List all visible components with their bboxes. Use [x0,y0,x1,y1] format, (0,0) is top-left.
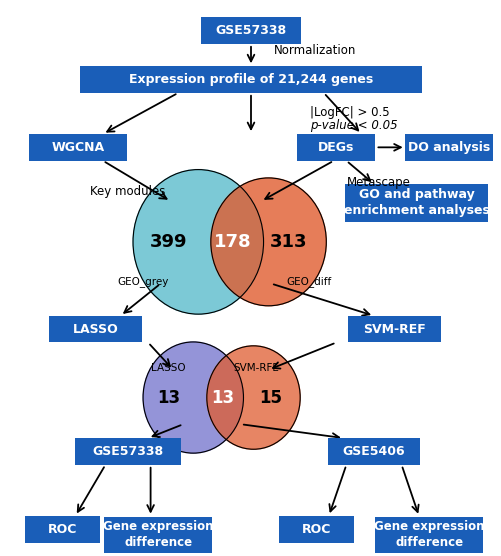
Text: ROC: ROC [48,523,77,536]
Text: Metascape: Metascape [346,176,409,189]
Text: 13: 13 [157,389,180,406]
Text: 13: 13 [210,389,233,406]
Text: SVM-REF: SVM-REF [362,322,425,336]
Text: 313: 313 [270,233,307,251]
Text: Expression profile of 21,244 genes: Expression profile of 21,244 genes [129,73,372,86]
FancyBboxPatch shape [405,134,492,161]
Text: Gene expression
difference: Gene expression difference [103,520,213,549]
FancyBboxPatch shape [278,516,353,543]
Text: LASSO: LASSO [72,322,118,336]
FancyBboxPatch shape [375,517,482,553]
Text: Key modules: Key modules [90,185,165,198]
Text: GSE57338: GSE57338 [92,445,163,458]
FancyBboxPatch shape [49,316,141,342]
Text: LASSO: LASSO [151,363,185,373]
FancyBboxPatch shape [347,316,440,342]
Text: 178: 178 [213,233,250,251]
Text: ROC: ROC [301,523,330,536]
FancyBboxPatch shape [345,184,487,222]
Text: GO and pathway
enrichment analyses: GO and pathway enrichment analyses [343,188,488,217]
Text: 15: 15 [259,389,282,406]
Text: 399: 399 [149,233,186,251]
Text: GSE57338: GSE57338 [215,24,286,37]
Text: SVM-RFE: SVM-RFE [232,363,279,373]
Text: GSE5406: GSE5406 [342,445,404,458]
FancyBboxPatch shape [200,17,301,44]
FancyBboxPatch shape [75,438,180,465]
Text: GEO_diff: GEO_diff [286,276,331,287]
Circle shape [133,170,263,314]
Text: DO analysis: DO analysis [407,141,489,154]
Text: p-value < 0.05: p-value < 0.05 [309,118,397,132]
Text: GEO_grey: GEO_grey [117,276,168,287]
Text: |LogFC| > 0.5: |LogFC| > 0.5 [309,106,389,119]
FancyBboxPatch shape [29,134,126,161]
FancyBboxPatch shape [25,516,100,543]
Text: DEGs: DEGs [318,141,354,154]
Circle shape [143,342,243,453]
Circle shape [206,346,300,449]
FancyBboxPatch shape [104,517,212,553]
FancyBboxPatch shape [80,66,421,93]
Text: Normalization: Normalization [273,44,355,57]
FancyBboxPatch shape [297,134,375,161]
Text: WGCNA: WGCNA [51,141,104,154]
Text: Gene expression
difference: Gene expression difference [373,520,483,549]
FancyBboxPatch shape [327,438,419,465]
Circle shape [210,178,326,306]
